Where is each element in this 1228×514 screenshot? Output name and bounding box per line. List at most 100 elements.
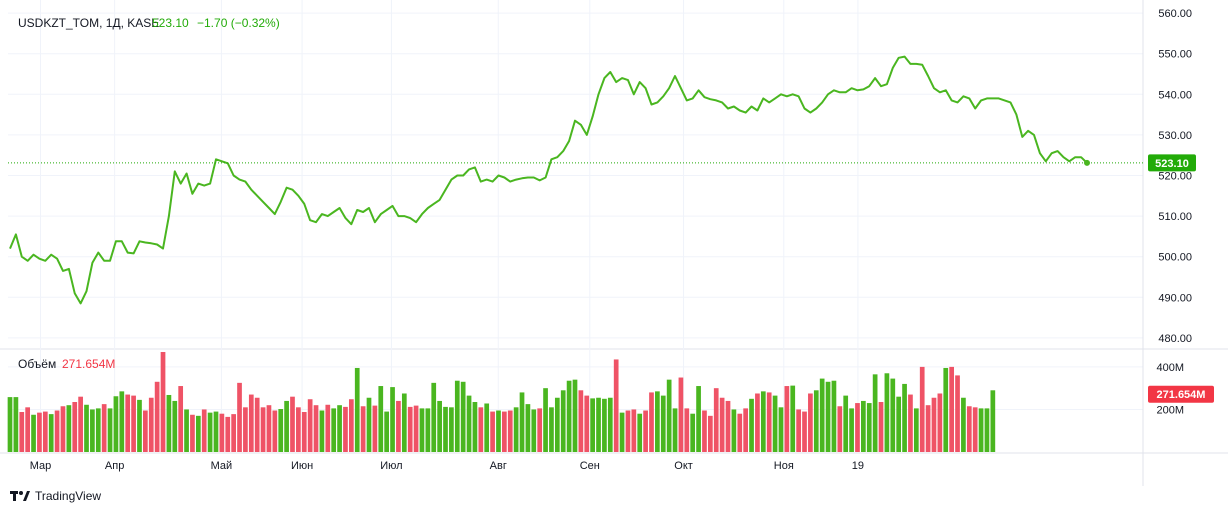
- volume-bar: [878, 402, 884, 452]
- volume-bar: [702, 410, 707, 452]
- time-tick-label: Сен: [580, 460, 600, 472]
- volume-bar: [660, 395, 666, 452]
- volume-bar: [378, 386, 384, 452]
- volume-bar: [949, 366, 954, 452]
- volume-bar: [290, 396, 295, 452]
- volume-bar: [84, 404, 89, 452]
- volume-bar: [849, 408, 854, 452]
- volume-bar: [490, 411, 495, 452]
- volume-bar: [502, 411, 507, 452]
- time-tick-label: Июл: [380, 460, 402, 472]
- time-tick-label: Ноя: [774, 460, 794, 472]
- volume-bar: [478, 407, 484, 452]
- volume-bar: [966, 406, 972, 452]
- volume-bar: [743, 408, 749, 452]
- volume-bar: [231, 414, 236, 452]
- volume-bar: [125, 394, 131, 452]
- volume-bar: [301, 412, 307, 452]
- volume-bar: [195, 415, 201, 452]
- volume-bar: [248, 394, 254, 452]
- volume-bar: [13, 397, 19, 452]
- chart-grid: [0, 0, 1228, 486]
- volume-bar: [148, 397, 154, 452]
- last-price-dot: [1084, 159, 1090, 166]
- time-tick-label: Апр: [105, 460, 124, 472]
- volume-bar: [337, 405, 342, 452]
- volume-bar: [384, 411, 390, 452]
- volume-bar: [201, 409, 207, 452]
- volume-bar: [843, 395, 849, 452]
- time-tick-label: 19: [852, 460, 864, 472]
- volume-bar: [37, 412, 42, 452]
- volume-bar: [931, 397, 937, 452]
- time-tick-label: Май: [211, 460, 233, 472]
- volume-bar: [978, 408, 984, 452]
- volume-bar: [507, 410, 513, 452]
- volume-bar: [284, 400, 289, 452]
- volume-bar: [937, 393, 943, 452]
- volume-bar: [460, 381, 466, 452]
- volume-bar: [690, 413, 696, 452]
- volume-bar: [866, 403, 872, 452]
- volume-series: [7, 352, 996, 452]
- volume-bar: [607, 397, 613, 452]
- volume-bar: [113, 396, 119, 452]
- time-tick-label: Авг: [490, 460, 507, 472]
- volume-bar: [178, 386, 184, 452]
- volume-bar: [431, 382, 437, 452]
- volume-bar: [913, 408, 919, 452]
- volume-bar: [943, 367, 949, 452]
- volume-legend-label: Объём: [18, 357, 56, 371]
- price-tick-label: 520.00: [1158, 171, 1192, 183]
- chart-svg: 480.00 490.00 500.00 510.00 520.00 530.00 540.…: [0, 0, 1228, 486]
- volume-bar: [219, 413, 225, 452]
- volume-bar: [613, 359, 619, 452]
- volume-bar: [925, 405, 931, 452]
- volume-bar: [737, 413, 743, 452]
- volume-tick-label: 400M: [1156, 362, 1184, 374]
- volume-bar: [401, 393, 407, 452]
- price-series: [8, 55, 1143, 305]
- volume-bar: [602, 398, 607, 452]
- volume-bar: [955, 375, 960, 452]
- tradingview-logo[interactable]: TradingView: [10, 488, 101, 504]
- volume-bar: [449, 407, 454, 452]
- last-price-badge: 523.10: [1148, 154, 1196, 172]
- volume-bar: [472, 402, 478, 452]
- legend-symbol: USDKZT_TOM, 1Д, KASE: [18, 16, 159, 30]
- volume-legend-value: 271.654M: [62, 357, 115, 371]
- volume-bar: [19, 412, 25, 452]
- volume-bar: [813, 390, 819, 452]
- volume-bar: [95, 408, 101, 452]
- volume-bar: [766, 392, 772, 452]
- tradingview-logo-icon: [10, 491, 30, 501]
- volume-bar: [454, 380, 460, 452]
- volume-axis: 200M 400M: [1156, 362, 1184, 417]
- price-tick-label: 550.00: [1158, 49, 1192, 61]
- volume-bar: [778, 407, 784, 452]
- volume-bar: [207, 412, 213, 452]
- volume-bar: [272, 410, 278, 452]
- volume-bar: [72, 402, 78, 452]
- volume-bar: [437, 400, 442, 452]
- volume-bar: [831, 380, 837, 452]
- volume-bar: [425, 408, 431, 452]
- volume-bar: [825, 381, 831, 452]
- volume-bar: [884, 373, 890, 452]
- volume-bar: [666, 379, 672, 452]
- volume-bar: [625, 410, 631, 452]
- volume-bar: [78, 396, 83, 452]
- price-tick-label: 500.00: [1158, 252, 1192, 264]
- volume-bar: [348, 399, 354, 452]
- volume-bar: [855, 403, 860, 452]
- volume-bar: [213, 411, 219, 452]
- volume-bar: [578, 390, 584, 452]
- volume-bar: [172, 400, 178, 452]
- price-tick-label: 480.00: [1158, 333, 1192, 345]
- volume-bar: [902, 383, 907, 452]
- volume-bar: [531, 409, 537, 452]
- volume-bar: [760, 391, 766, 452]
- volume-bar: [137, 399, 142, 452]
- volume-bar: [696, 386, 701, 452]
- volume-bar: [413, 405, 419, 452]
